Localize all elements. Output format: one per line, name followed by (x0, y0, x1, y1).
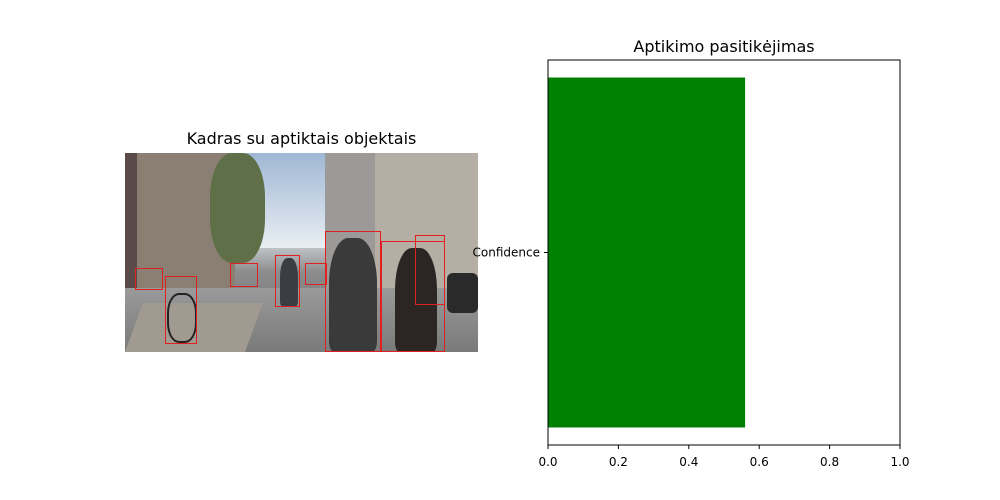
person-walking (395, 248, 437, 352)
x-tick-label: 0.4 (679, 455, 698, 469)
x-tick-label: 1.0 (890, 455, 909, 469)
person-walking (329, 238, 377, 352)
x-tick-label: 0.0 (538, 455, 557, 469)
person-distant (280, 258, 298, 306)
detection-box (415, 235, 445, 305)
x-tick-label: 0.2 (609, 455, 628, 469)
car (447, 273, 478, 313)
chart-title: Aptikimo pasitikėjimas (633, 37, 814, 56)
x-tick-label: 0.8 (820, 455, 839, 469)
bar-confidence (548, 77, 746, 428)
detection-box (230, 263, 258, 287)
detection-box (275, 255, 300, 307)
tree (210, 153, 265, 263)
building-left-dark (125, 153, 137, 303)
image-panel-title: Kadras su aptiktais objektais (186, 129, 417, 148)
x-tick-label: 0.6 (750, 455, 769, 469)
detection-frame-image (125, 153, 478, 352)
y-tick-label: Confidence (473, 246, 540, 260)
detection-box (325, 231, 381, 352)
detection-box (135, 268, 163, 290)
detection-box (305, 263, 327, 285)
detection-box (165, 276, 197, 344)
